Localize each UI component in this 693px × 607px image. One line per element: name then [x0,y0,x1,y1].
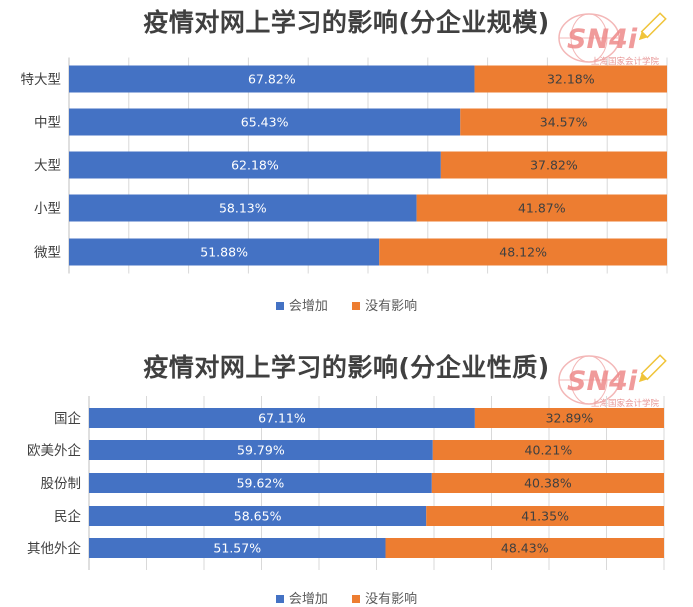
legend-swatch-increase [275,595,284,603]
pencil-icon [638,12,667,41]
data-label-no-effect: 48.43% [501,541,549,556]
legend-label: 没有影响 [365,592,418,607]
data-label-increase: 58.65% [234,509,282,524]
category-label: 大型 [34,158,61,174]
bar-no-effect [385,538,664,558]
legend-label: 没有影响 [365,299,418,314]
legend-label: 会增加 [288,592,328,607]
pencil-icon [638,354,667,383]
data-label-no-effect: 32.18% [547,72,595,87]
bar-no-effect [474,408,664,428]
bar-no-effect [379,238,667,266]
data-label-increase: 67.82% [248,72,296,87]
bar-no-effect [431,473,664,493]
category-label: 微型 [34,245,61,261]
bar-no-effect [426,506,664,526]
legend-label: 会增加 [288,299,328,314]
bar-no-effect [432,440,664,460]
data-label-no-effect: 37.82% [530,158,578,173]
bar-no-effect [474,65,667,93]
legend: 会增加 没有影响 [0,295,693,314]
chart-title: 疫情对网上学习的影响(分企业规模) [143,8,550,37]
chart-company-nature: 疫情对网上学习的影响(分企业性质) SN4i上海国家会计学院会计信息调查中心 6… [0,338,693,607]
chart-title: 疫情对网上学习的影响(分企业性质) [143,353,550,382]
logo-mark: SN4i [567,24,638,55]
logo-org-line: 上海国家会计学院 [591,398,660,409]
category-label: 其他外企 [27,540,81,557]
legend-swatch-no-effect [352,595,361,603]
legend-swatch-no-effect [352,302,361,310]
data-label-increase: 62.18% [231,158,279,173]
data-label-increase: 51.88% [200,245,248,260]
data-label-increase: 58.13% [219,201,267,216]
logo-mark: SN4i [567,366,638,397]
pencil-tip [638,31,648,41]
bar-increase [69,238,380,266]
legend-item-no-effect: 没有影响 [352,588,417,607]
legend-swatch-increase [275,302,284,310]
category-label: 特大型 [21,72,62,88]
bar-no-effect [416,194,667,222]
data-label-no-effect: 34.57% [540,115,588,130]
bar-increase [89,506,427,526]
bar-increase [89,440,433,460]
bar-increase [69,151,441,179]
legend-item-increase: 会增加 [275,588,328,607]
chart-company-size: 疫情对网上学习的影响(分企业规模) SN4i上海国家会计学院会计信息调查中心 6… [0,8,693,314]
pencil-tip [638,373,648,383]
bar-no-effect [440,151,667,179]
bar-increase [69,108,461,136]
bar-increase [69,65,475,93]
category-label: 小型 [34,201,61,217]
category-label: 中型 [34,115,61,131]
data-label-no-effect: 40.38% [524,476,572,491]
data-label-no-effect: 40.21% [525,443,573,458]
data-label-increase: 51.57% [213,541,261,556]
bar-increase [89,538,386,558]
data-label-increase: 67.11% [258,411,306,426]
legend-item-no-effect: 没有影响 [352,295,417,314]
bar-increase [69,194,417,222]
data-label-no-effect: 32.89% [546,411,594,426]
data-label-no-effect: 41.87% [518,201,566,216]
category-label: 民企 [54,508,81,525]
data-label-increase: 65.43% [241,115,289,130]
category-label: 国企 [54,410,81,427]
legend-item-increase: 会增加 [275,295,328,314]
bar-plot-area: 67.11% 32.89% 国企 59.79% 40.21% 欧美外企 59.62% 40.3… [27,396,665,570]
data-label-increase: 59.62% [237,476,285,491]
category-label: 欧美外企 [27,442,81,459]
data-label-no-effect: 41.35% [521,509,569,524]
bar-increase [89,473,432,493]
bar-increase [89,408,475,428]
data-label-no-effect: 48.12% [499,245,547,260]
data-label-increase: 59.79% [237,443,285,458]
bar-no-effect [460,108,667,136]
bar-plot-area: 67.82% 32.18% 特大型 65.43% 34.57% 中型 62.18% 37.82… [21,57,668,274]
legend: 会增加 没有影响 [0,588,693,607]
logo-org-line: 上海国家会计学院 [591,56,660,67]
category-label: 股份制 [41,476,82,492]
